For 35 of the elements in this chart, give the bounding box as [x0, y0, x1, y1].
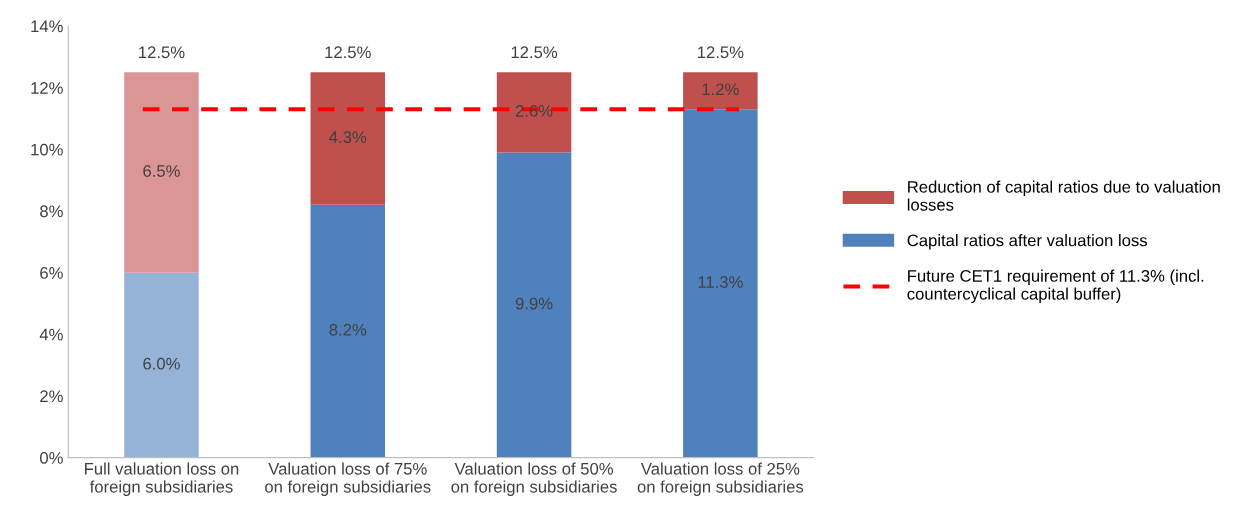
- y-tick-label: 2%: [40, 390, 63, 403]
- bar: [124, 272, 199, 458]
- legend-label: Reduction of capital ratios due to valuation losses: [907, 180, 1220, 211]
- data-label: 6.0%: [143, 357, 180, 370]
- data-label: 11.3%: [698, 276, 743, 288]
- x-tick-label: Valuation loss of 50% on foreign subsidiaries: [451, 462, 617, 496]
- data-label: 2.6%: [515, 104, 553, 117]
- data-label: 1.2%: [702, 83, 739, 96]
- bar: [683, 109, 758, 458]
- total-label: 12.5%: [698, 46, 744, 59]
- y-tick-label: 6%: [40, 267, 63, 279]
- bar: [496, 152, 572, 458]
- total-label: 12.5%: [511, 46, 558, 59]
- y-tick-label: 0%: [40, 452, 63, 464]
- y-tick-label: 4%: [39, 328, 63, 341]
- legend-label: Capital ratios after valuation loss: [907, 234, 1148, 250]
- data-label: 8.2%: [329, 323, 367, 336]
- x-tick-label: Valuation loss of 75% on foreign subsidiaries: [265, 462, 431, 496]
- bar: [683, 72, 758, 110]
- bar: [124, 72, 199, 273]
- y-tick-label: 12%: [31, 82, 63, 94]
- legend-label: Future CET1 requirement of 11.3% (incl. countercyclical capital buffer): [907, 269, 1204, 304]
- x-tick-label: Full valuation loss on foreign subsidiaries: [85, 462, 239, 496]
- data-label: 9.9%: [515, 297, 553, 310]
- bar: [310, 204, 386, 458]
- total-label: 12.5%: [325, 46, 371, 59]
- bar: [496, 72, 572, 153]
- bar: [310, 72, 386, 205]
- y-tick-label: 14%: [31, 20, 63, 33]
- total-label: 12.5%: [139, 46, 185, 59]
- data-label: 6.5%: [143, 165, 180, 177]
- data-label: 4.3%: [329, 131, 367, 143]
- y-tick-label: 8%: [40, 205, 63, 218]
- y-tick-label: 10%: [31, 143, 63, 156]
- x-tick-label: Valuation loss of 25% on foreign subsidiaries: [637, 462, 804, 496]
